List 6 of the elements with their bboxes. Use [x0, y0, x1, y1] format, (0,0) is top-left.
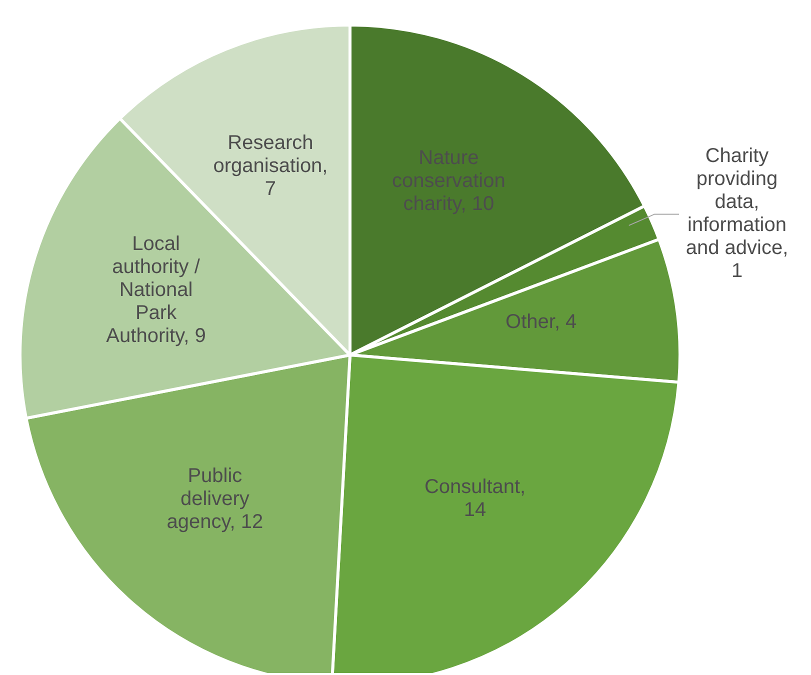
slice-label: Charity providing data, information and advice, 1 [684, 144, 790, 284]
slice-label: Research organisation, 7 [212, 131, 329, 202]
slice-label: Local authority / National Park Authority, 9 [105, 232, 207, 348]
slice-label: Consultant, 14 [423, 475, 527, 522]
slice-label: Public delivery agency, 12 [166, 464, 264, 534]
slice-label: Other, 4 [504, 310, 578, 334]
